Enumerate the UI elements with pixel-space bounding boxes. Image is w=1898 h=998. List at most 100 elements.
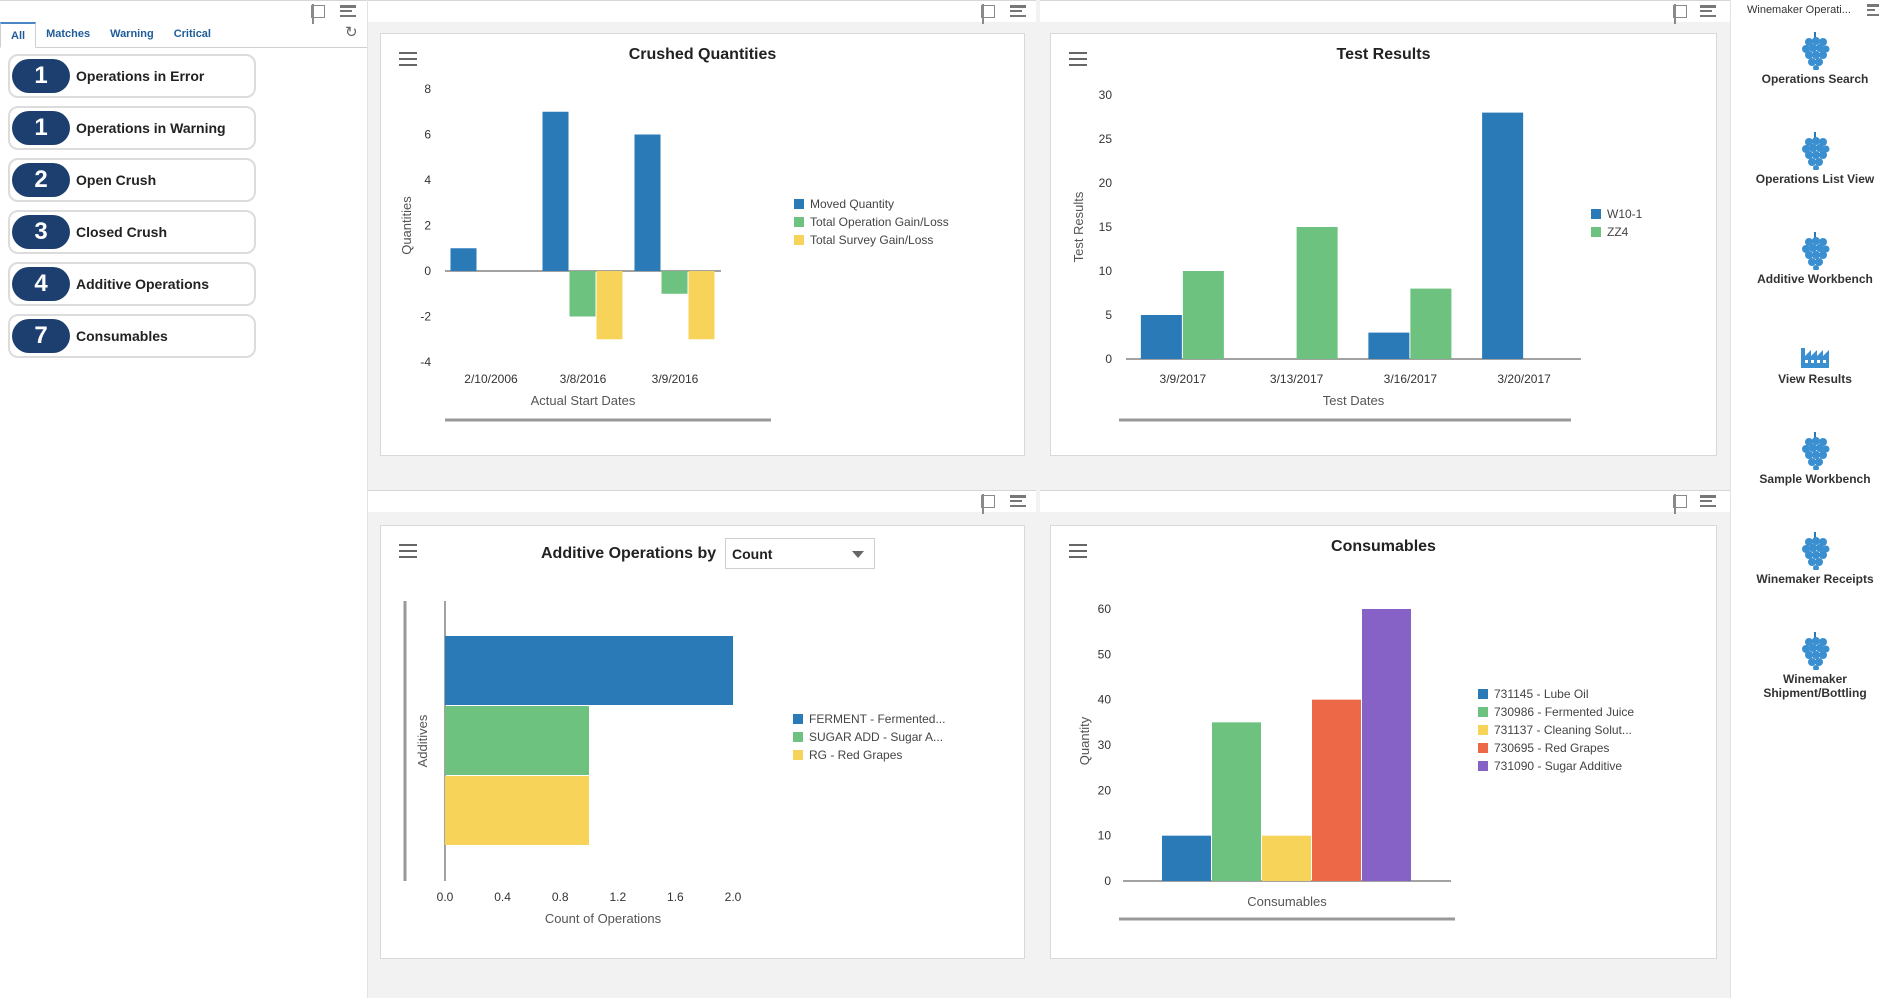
springboard-item-operations-list-view[interactable]: Operations List View [1755,126,1875,186]
watchlist-item-operations-in-error[interactable]: 1 Operations in Error [8,54,256,98]
maximize-icon[interactable] [1672,494,1688,508]
watchlist-item-label: Operations in Warning [76,120,226,136]
pane-menu-icon[interactable] [340,4,356,18]
legend-label-zz4: ZZ4 [1607,225,1629,239]
legend-swatch [1478,743,1488,753]
watchlist-topbar [0,0,367,22]
springboard-item-winemaker-receipts[interactable]: Winemaker Receipts [1755,526,1875,586]
watchlist-count-badge: 1 [12,59,70,93]
pane-menu-icon[interactable] [1700,4,1716,18]
measure-select[interactable]: Count [725,538,875,569]
legend-label-moved-quantity: Moved Quantity [810,197,894,211]
grapes-icon [1755,226,1875,270]
additive-operations-chart: 0.0 0.4 0.8 1.2 1.6 2.0 Count of Operations Add… [403,601,945,926]
bar-moved-quantity-3-9-2016 [634,134,661,271]
bar-ferment-fermented [445,636,733,705]
legend-label-ferment-fermented: FERMENT - Fermented... [809,712,945,726]
x-tick-label: 3/13/2017 [1270,372,1324,386]
y-tick-label: 5 [1105,308,1112,322]
bar-total-operation-gain-loss-3-8-2016 [569,271,596,317]
refresh-icon[interactable]: ↻ [345,24,358,41]
springboard-item-label: Sample Workbench [1759,472,1871,486]
bar-731145-lube-oil [1162,835,1211,881]
springboard-item-winemaker-shipment-bottling[interactable]: Winemaker Shipment/Bottling [1755,626,1875,700]
chart-menu-icon[interactable] [1069,52,1087,66]
test-results-chart: 0 5 10 15 20 25 30 3/9/2017 3/13/2017 3/16/2017 3/… [1071,88,1643,422]
legend-label-rg-red-grapes: RG - Red Grapes [809,748,902,762]
watchlist-item-consumables[interactable]: 7 Consumables [8,314,256,358]
chart-menu-icon[interactable] [399,52,417,66]
watchlist-item-operations-in-warning[interactable]: 1 Operations in Warning [8,106,256,150]
maximize-icon[interactable] [980,494,996,508]
bar-w10-1-3-9-2017 [1140,315,1182,359]
tab-critical[interactable]: Critical [173,28,211,40]
y-tick-label: -4 [420,355,431,369]
y-tick-label: 30 [1099,88,1113,102]
chart-menu-icon[interactable] [399,544,417,558]
x-tick-label: 0.0 [437,890,454,904]
maximize-icon[interactable] [980,4,996,18]
y-tick-label: 10 [1099,264,1113,278]
y-tick-label: 10 [1098,829,1112,843]
x-tick-label: 0.4 [494,890,511,904]
quadrant-topbar [368,490,1036,512]
y-axis-label: Quantity [1077,716,1092,765]
x-axis-label: Test Dates [1323,393,1385,408]
springboard-item-label: Operations Search [1761,72,1869,86]
additive-operations-card: Additive Operations by Count 0.0 0.4 0.8 1.… [380,525,1025,959]
bar-731090-sugar-additive [1362,609,1411,881]
grapes-icon [1755,626,1875,670]
y-tick-label: 50 [1098,647,1112,661]
tab-warning[interactable]: Warning [110,28,154,40]
legend-swatch [793,732,803,742]
tab-matches[interactable]: Matches [46,28,91,40]
y-tick-label: 25 [1099,132,1113,146]
springboard-item-label: View Results [1778,372,1852,386]
pane-menu-icon[interactable] [1010,4,1026,18]
maximize-icon[interactable] [1672,4,1688,18]
watchlist-count-badge: 1 [12,111,70,145]
bar-zz4-3-16-2017 [1410,288,1452,359]
grapes-icon [1755,526,1875,570]
springboard-item-label: Operations List View [1755,172,1875,186]
legend-swatch [1478,725,1488,735]
springboard-title: Winemaker Operati... [1747,4,1851,16]
bar-total-survey-gain-loss-3-9-2016 [688,271,715,340]
watchlist-item-label: Operations in Error [76,68,205,84]
chart-menu-icon[interactable] [1069,544,1087,558]
quadrant-topbar [1040,490,1730,512]
x-tick-label: 3/16/2017 [1384,372,1438,386]
bar-moved-quantity-2-10-2006 [450,248,477,271]
x-tick-label: 3/9/2017 [1160,372,1207,386]
y-tick-label: 2 [424,219,431,233]
chart-title: Consumables [1331,538,1436,555]
x-axis-label: Consumables [1247,894,1327,909]
y-tick-label: 60 [1098,602,1112,616]
x-tick-label: 1.6 [667,890,684,904]
maximize-icon[interactable] [310,4,326,18]
pane-menu-icon[interactable] [1700,494,1716,508]
legend-swatch [1478,707,1488,717]
watchlist-item-additive-operations[interactable]: 4 Additive Operations [8,262,256,306]
pane-menu-icon[interactable] [1865,3,1881,17]
watchlist-count-badge: 4 [12,267,70,301]
test-results-card: Test Results 0 5 10 15 20 25 30 3/9/2017 3/13/20… [1050,33,1717,456]
springboard-item-operations-search[interactable]: Operations Search [1755,26,1875,86]
legend-swatch [794,235,804,245]
springboard-item-sample-workbench[interactable]: Sample Workbench [1755,426,1875,486]
watchlist-item-closed-crush[interactable]: 3 Closed Crush [8,210,256,254]
tab-all[interactable]: All [0,22,37,48]
y-tick-label: 4 [424,173,431,187]
springboard-item-label: Additive Workbench [1757,272,1873,286]
legend-swatch [1591,227,1601,237]
consumables-card: Consumables 0 10 20 30 40 50 60 Consumables Quan… [1050,525,1717,959]
pane-menu-icon[interactable] [1010,494,1026,508]
legend-label-731137-cleaning-solut: 731137 - Cleaning Solut... [1494,723,1632,737]
x-tick-label: 2/10/2006 [464,372,518,386]
springboard-item-additive-workbench[interactable]: Additive Workbench [1755,226,1875,286]
grapes-icon [1755,126,1875,170]
x-tick-label: 3/20/2017 [1497,372,1551,386]
watchlist-item-open-crush[interactable]: 2 Open Crush [8,158,256,202]
springboard-item-view-results[interactable]: View Results [1755,326,1875,386]
legend-swatch [794,217,804,227]
